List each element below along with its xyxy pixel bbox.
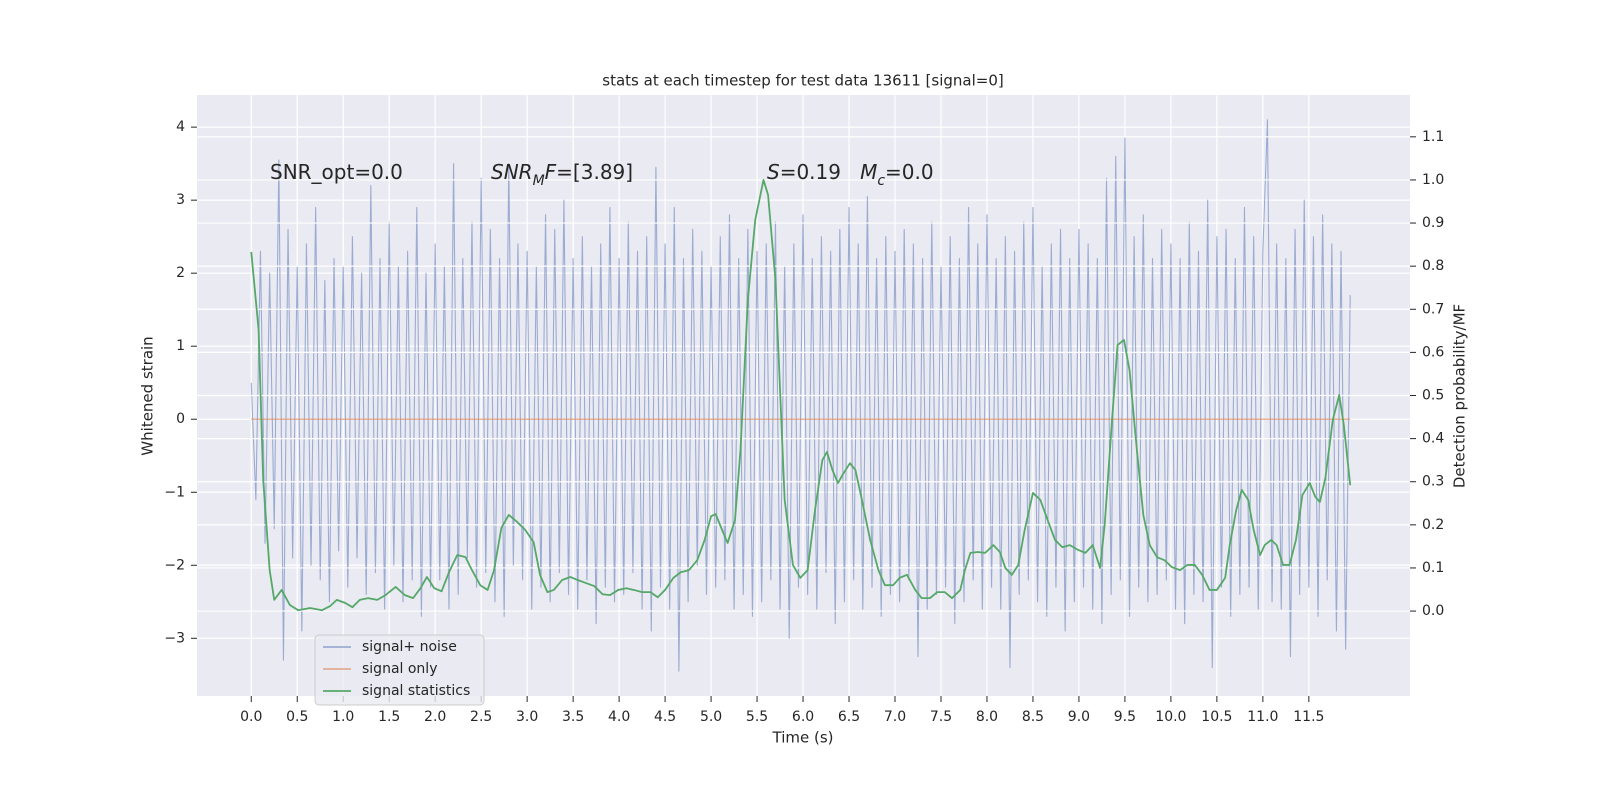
y2-tick-label: 0.5 bbox=[1422, 388, 1444, 404]
x-tick-label: 6.5 bbox=[838, 709, 860, 725]
annotation-part: =0.19 bbox=[780, 160, 860, 184]
legend-box bbox=[314, 634, 485, 706]
x-axis-label: Time (s) bbox=[772, 729, 834, 747]
y2-tick-label: 0.3 bbox=[1422, 474, 1444, 490]
annotation-part: =0.0 bbox=[885, 160, 934, 184]
annotation-part: M bbox=[860, 160, 877, 184]
x-tick-label: 8.0 bbox=[976, 709, 998, 725]
ticks: 0.0 0.5 1.0 1.5 2.0 2.5 3.0 3.5 4.0 4.5 5.0 5.5 6.0 6… bbox=[164, 119, 1444, 725]
y2-tick-label: 0.6 bbox=[1422, 344, 1444, 360]
y2-axis-label: Detection probability/MF bbox=[1451, 304, 1469, 488]
legend: signal+ noise signal only signal statistic… bbox=[314, 634, 485, 706]
series-line bbox=[250, 119, 1351, 672]
legend-label: signal statistics bbox=[362, 683, 470, 699]
x-tick-label: 3.5 bbox=[562, 709, 584, 725]
annotation-part: M bbox=[533, 173, 545, 189]
y2-tick-label: 0.2 bbox=[1422, 517, 1444, 533]
y2-tick-label: 0.7 bbox=[1422, 301, 1444, 317]
y2-tick-label: 0.1 bbox=[1422, 560, 1444, 576]
x-tick-label: 5.5 bbox=[746, 709, 768, 725]
annotation-part: =[3.89] bbox=[556, 160, 633, 184]
x-tick-label: 7.5 bbox=[930, 709, 952, 725]
annotation-part: SNR_opt=0.0 bbox=[270, 160, 403, 184]
x-tick-label: 11.5 bbox=[1293, 709, 1324, 725]
y-tick-label: 2 bbox=[176, 265, 185, 281]
x-tick-label: 0.0 bbox=[240, 709, 262, 725]
y2-tick-label: 0.9 bbox=[1422, 215, 1444, 231]
annotation-part: F bbox=[545, 160, 557, 184]
series-line bbox=[250, 179, 1352, 612]
y-tick-label: 1 bbox=[176, 338, 185, 354]
y-tick-label: 4 bbox=[176, 119, 185, 135]
grid-y2 bbox=[197, 136, 1410, 612]
x-tick-label: 9.5 bbox=[1114, 709, 1136, 725]
y-tick-label: −2 bbox=[164, 557, 185, 573]
top-lines bbox=[250, 179, 1352, 612]
annotation: S=0.19 Mc=0.0 bbox=[767, 160, 934, 190]
y2-tick-label: 1.0 bbox=[1422, 172, 1444, 188]
x-tick-label: 2.5 bbox=[470, 709, 492, 725]
x-tick-label: 5.0 bbox=[700, 709, 722, 725]
y2-tick-label: 0.4 bbox=[1422, 431, 1444, 447]
x-tick-label: 9.0 bbox=[1068, 709, 1090, 725]
annotation: SNR_opt=0.0 bbox=[270, 160, 403, 184]
x-tick-label: 0.5 bbox=[286, 709, 308, 725]
legend-label: signal only bbox=[362, 661, 437, 677]
x-tick-label: 2.0 bbox=[424, 709, 446, 725]
annotation-part: SNR bbox=[491, 160, 533, 184]
x-tick-label: 11.0 bbox=[1247, 709, 1278, 725]
y-axis-label: Whitened strain bbox=[139, 336, 157, 455]
x-tick-label: 10.5 bbox=[1201, 709, 1232, 725]
annotation: SNRMF=[3.89] bbox=[491, 160, 633, 190]
y-tick-label: 0 bbox=[176, 411, 185, 427]
y-tick-label: −3 bbox=[164, 630, 185, 646]
x-tick-label: 1.0 bbox=[332, 709, 354, 725]
x-tick-label: 10.0 bbox=[1155, 709, 1186, 725]
y-tick-label: −1 bbox=[164, 484, 185, 500]
annotations: SNR_opt=0.0 SNRMF=[3.89] S=0.19 Mc=0.0 bbox=[270, 160, 934, 190]
x-tick-label: 3.0 bbox=[516, 709, 538, 725]
y2-tick-label: 1.1 bbox=[1422, 129, 1444, 145]
annotation-part: c bbox=[877, 173, 885, 189]
y-tick-label: 3 bbox=[176, 192, 185, 208]
lines bbox=[250, 119, 1351, 672]
x-tick-label: 6.0 bbox=[792, 709, 814, 725]
y2-tick-label: 0.8 bbox=[1422, 258, 1444, 274]
x-tick-label: 4.0 bbox=[608, 709, 630, 725]
x-tick-label: 8.5 bbox=[1022, 709, 1044, 725]
annotation-part: S bbox=[767, 160, 780, 184]
x-tick-label: 4.5 bbox=[654, 709, 676, 725]
legend-label: signal+ noise bbox=[362, 639, 457, 655]
chart-title: stats at each timestep for test data 136… bbox=[602, 72, 1003, 90]
y2-tick-label: 0.0 bbox=[1422, 603, 1444, 619]
x-tick-label: 7.0 bbox=[884, 709, 906, 725]
x-tick-label: 1.5 bbox=[378, 709, 400, 725]
